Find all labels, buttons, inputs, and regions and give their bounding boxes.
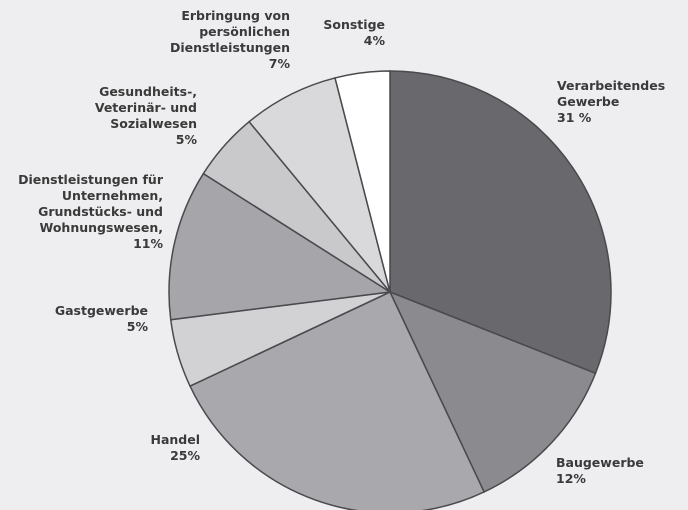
slice-label: Dienstleistungen für Unternehmen, Grunds… bbox=[18, 172, 163, 252]
slice-label: Verarbeitendes Gewerbe 31 % bbox=[557, 78, 665, 126]
pie-slice bbox=[168, 172, 393, 321]
pie-slice bbox=[334, 70, 391, 293]
category-name: Verarbeitendes Gewerbe bbox=[557, 78, 666, 109]
pie-slice bbox=[189, 291, 486, 510]
value-label: 5% bbox=[175, 132, 197, 147]
slice-label: Handel 25% bbox=[150, 432, 200, 464]
slice-label: Gesundheits-, Veterinär- und Sozialwesen… bbox=[95, 84, 197, 148]
category-name: Handel bbox=[150, 432, 200, 447]
slice-label: Gastgewerbe 5% bbox=[55, 303, 148, 335]
value-label: 25% bbox=[170, 448, 200, 463]
value-label: 4% bbox=[363, 33, 385, 48]
value-label: 11% bbox=[133, 236, 163, 251]
slice-label: Erbringung von persönlichen Dienstleistu… bbox=[170, 8, 290, 72]
category-name: Gastgewerbe bbox=[54, 303, 148, 318]
category-name: Baugewerbe bbox=[556, 455, 644, 470]
category-name: Erbringung von persönlichen Dienstleistu… bbox=[169, 8, 290, 55]
category-name: Dienstleistungen für Unternehmen, Grunds… bbox=[18, 172, 163, 235]
category-name: Gesundheits-, Veterinär- und Sozialwesen bbox=[94, 84, 197, 131]
pie-slice bbox=[389, 70, 612, 375]
value-label: 5% bbox=[126, 319, 148, 334]
slice-label: Baugewerbe 12% bbox=[556, 455, 644, 487]
slice-label: Sonstige 4% bbox=[323, 17, 385, 49]
value-label: 31 % bbox=[557, 110, 592, 125]
pie-slice bbox=[388, 290, 597, 493]
value-label: 7% bbox=[268, 56, 290, 71]
category-name: Sonstige bbox=[323, 17, 385, 32]
value-label: 12% bbox=[556, 471, 586, 486]
